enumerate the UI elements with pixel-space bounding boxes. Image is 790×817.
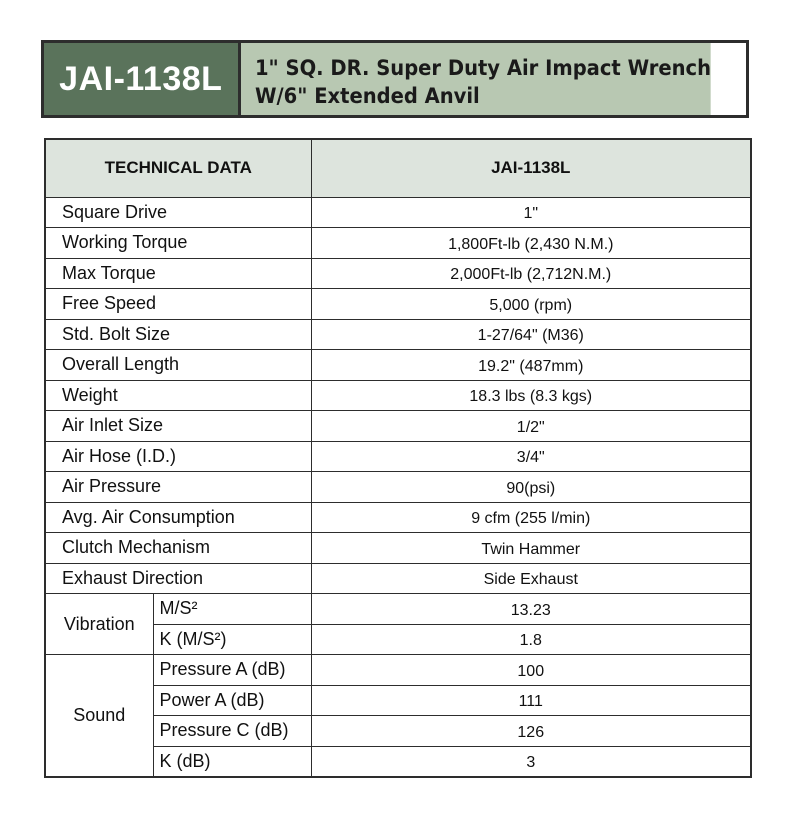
row-sublabel: K (M/S²): [152, 623, 312, 655]
table-row: Overall Length 19.2" (487mm): [44, 349, 752, 381]
table-row: Power A (dB) 111: [45, 684, 752, 716]
table-row: Max Torque 2,000Ft-lb (2,712N.M.): [44, 257, 752, 289]
row-value: 5,000 (rpm): [310, 288, 752, 320]
table-row: Avg. Air Consumption 9 cfm (255 l/min): [44, 501, 752, 533]
vibration-group-label: Vibration: [44, 593, 154, 655]
table-row: Air Inlet Size 1/2": [44, 410, 752, 442]
table-row: Sound Pressure A (dB) 100: [44, 654, 752, 777]
row-label: Clutch Mechanism: [44, 532, 312, 564]
row-label: Exhaust Direction: [44, 562, 312, 594]
row-sublabel: Pressure A (dB): [152, 654, 312, 686]
row-value: Side Exhaust: [310, 562, 752, 594]
row-label: Weight: [44, 379, 312, 411]
row-value: 9 cfm (255 l/min): [310, 501, 752, 533]
table-row: Exhaust Direction Side Exhaust: [44, 562, 752, 594]
product-title-line-2: W/6" Extended Anvil: [254, 84, 480, 108]
product-title: 1" SQ. DR. Super Duty Air Impact Wrench …: [240, 43, 711, 115]
row-value: 13.23: [310, 593, 752, 625]
product-header: JAI-1138L 1" SQ. DR. Super Duty Air Impa…: [41, 40, 749, 118]
row-value: 1/2": [310, 410, 752, 442]
row-value: 3: [310, 745, 752, 777]
row-sublabel: M/S²: [152, 593, 312, 625]
table-row: K (dB) 3: [45, 745, 752, 777]
row-value: 100: [310, 654, 752, 686]
table-row: K (M/S²) 1.8: [45, 623, 752, 655]
row-value: 1-27/64" (M36): [310, 318, 752, 350]
row-value: Twin Hammer: [310, 532, 752, 564]
technical-data-header: TECHNICAL DATA: [44, 138, 312, 198]
row-value: 18.3 lbs (8.3 kgs): [310, 379, 752, 411]
row-sublabel: Power A (dB): [152, 684, 312, 716]
table-row: Vibration M/S² 13.23: [44, 593, 752, 655]
table-row: Weight 18.3 lbs (8.3 kgs): [44, 379, 752, 411]
row-value: 19.2" (487mm): [310, 349, 752, 381]
product-title-line-1: 1" SQ. DR. Super Duty Air Impact Wrench: [254, 56, 711, 80]
sound-group-label: Sound: [44, 654, 154, 777]
table-header-row: TECHNICAL DATA JAI-1138L: [44, 138, 752, 198]
row-label: Working Torque: [44, 227, 312, 259]
row-label: Std. Bolt Size: [44, 318, 312, 350]
table-row: Working Torque 1,800Ft-lb (2,430 N.M.): [44, 227, 752, 259]
model-column-header: JAI-1138L: [310, 138, 752, 198]
row-label: Air Inlet Size: [44, 410, 312, 442]
row-label: Square Drive: [44, 196, 312, 228]
row-label: Air Pressure: [44, 471, 312, 503]
row-value: 126: [310, 715, 752, 747]
row-label: Overall Length: [44, 349, 312, 381]
row-label: Max Torque: [44, 257, 312, 289]
row-sublabel: K (dB): [152, 745, 312, 777]
table-row: Air Pressure 90(psi): [44, 471, 752, 503]
row-value: 1.8: [310, 623, 752, 655]
table-row: Free Speed 5,000 (rpm): [44, 288, 752, 320]
table-row: Air Hose (I.D.) 3/4": [44, 440, 752, 472]
table-row: Std. Bolt Size 1-27/64" (M36): [44, 318, 752, 350]
table-row: Square Drive 1": [44, 196, 752, 228]
row-label: Avg. Air Consumption: [44, 501, 312, 533]
row-value: 111: [310, 684, 752, 716]
row-value: 90(psi): [310, 471, 752, 503]
row-sublabel: Pressure C (dB): [152, 715, 312, 747]
row-label: Air Hose (I.D.): [44, 440, 312, 472]
table-row: Pressure C (dB) 126: [45, 715, 752, 747]
row-value: 1,800Ft-lb (2,430 N.M.): [310, 227, 752, 259]
table-row: Clutch Mechanism Twin Hammer: [44, 532, 752, 564]
row-value: 1": [310, 196, 752, 228]
model-number: JAI-1138L: [44, 43, 241, 115]
row-label: Free Speed: [44, 288, 312, 320]
row-value: 2,000Ft-lb (2,712N.M.): [310, 257, 752, 289]
technical-data-table: TECHNICAL DATA JAI-1138L Square Drive 1"…: [44, 138, 753, 778]
row-value: 3/4": [310, 440, 752, 472]
